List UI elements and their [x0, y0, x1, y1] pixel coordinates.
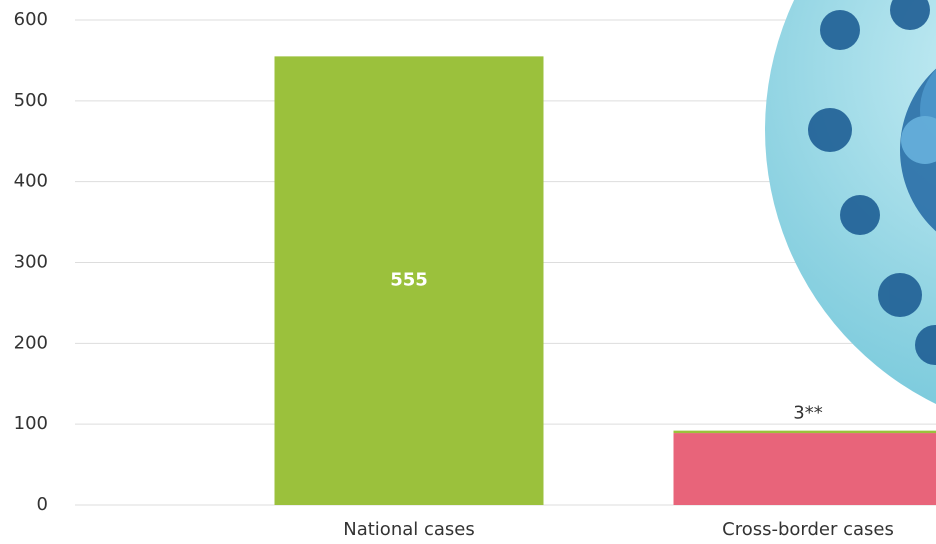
y-tick-label: 300 — [14, 252, 48, 273]
y-tick-label: 0 — [37, 494, 48, 515]
y-tick-label: 100 — [14, 413, 48, 434]
y-tick-label: 500 — [14, 90, 48, 111]
bar-segment — [274, 56, 544, 505]
x-tick-label: Cross-border cases — [722, 519, 894, 540]
data-label: 555 — [390, 270, 428, 291]
y-tick-label: 600 — [14, 9, 48, 30]
x-tick-label: National cases — [343, 519, 474, 540]
data-label: 3** — [793, 403, 822, 424]
bar-segment — [673, 433, 936, 505]
virus-illustration — [765, 0, 936, 404]
y-tick-label: 200 — [14, 332, 48, 353]
y-tick-label: 400 — [14, 171, 48, 192]
bar-segment — [673, 430, 936, 434]
